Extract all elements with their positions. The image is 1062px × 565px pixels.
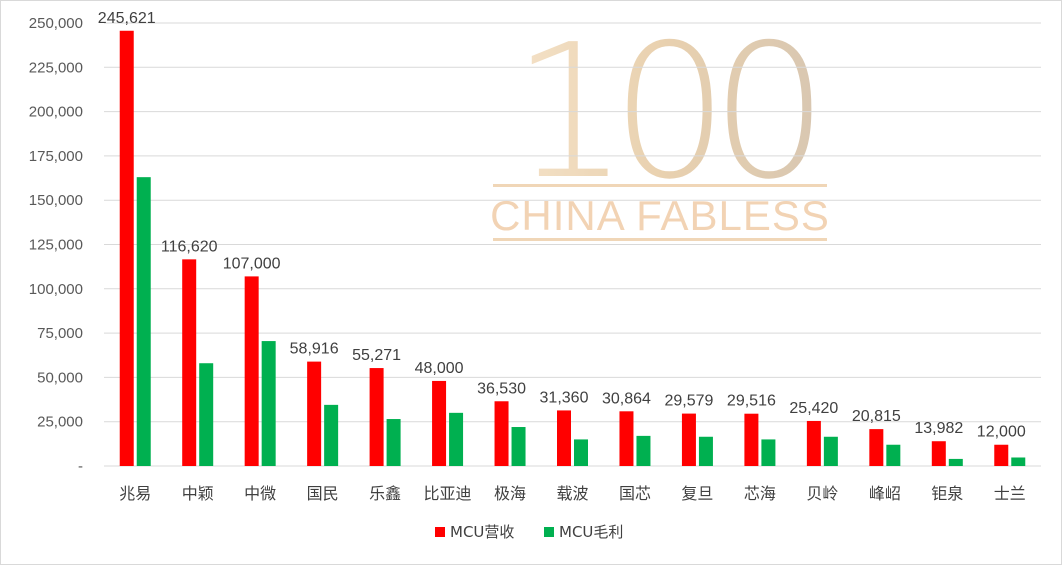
bar-revenue [931,441,946,466]
bar-gross-profit [948,458,963,466]
y-tick-label: 200,000 [29,104,83,121]
legend-label-gross-profit: MCU毛利 [559,523,623,541]
bar-gross-profit [136,177,151,466]
data-label-revenue: 48,000 [415,360,464,377]
bar-revenue [744,413,759,466]
watermark-rule-bottom [493,238,827,241]
bar-revenue [182,259,197,466]
bar-gross-profit [386,419,401,466]
data-label-revenue: 245,621 [98,10,156,27]
data-label-revenue: 58,916 [290,341,339,358]
bar-revenue [557,410,571,466]
data-label-revenue: 29,579 [664,393,713,410]
data-label-revenue: 107,000 [223,255,281,272]
bar-gross-profit [324,404,339,466]
watermark-rule-top [493,184,827,187]
y-tick-label: 50,000 [37,369,83,386]
data-label-revenue: 31,360 [540,389,589,406]
y-tick-label: 250,000 [29,15,83,32]
bar-gross-profit [761,439,776,466]
data-label-revenue: 116,620 [161,238,218,255]
x-category-label: 贝岭 [806,484,838,503]
bar-revenue [994,444,1009,466]
bar-gross-profit [1011,457,1026,466]
data-label-revenue: 12,000 [977,424,1026,441]
bar-revenue [369,368,384,466]
legend-label-revenue: MCU营收 [450,523,514,541]
x-category-label: 兆易 [119,484,151,503]
y-axis-tick-labels: - 25,000 50,000 75,000 100,000 125,000 150,000… [29,15,83,475]
legend-swatch-gross-profit [544,527,554,537]
x-category-label: 比亚迪 [424,484,472,503]
x-category-label: 国民 [307,484,339,503]
y-tick-label: 225,000 [29,59,83,76]
x-category-label: 中颖 [182,484,214,503]
data-label-revenue: 30,864 [602,390,651,407]
bar-revenue [681,413,696,466]
bar-gross-profit [199,363,214,466]
y-tick-label: 175,000 [29,148,83,165]
data-label-revenue: 25,420 [789,400,838,417]
bar-gross-profit [261,341,276,466]
legend: MCU营收 MCU毛利 [435,523,623,541]
x-category-label: 乐鑫 [369,484,401,503]
x-category-label: 钜泉 [931,484,963,503]
bar-gross-profit [698,436,713,466]
x-category-label: 复旦 [681,484,713,503]
y-tick-label: 125,000 [29,237,83,254]
china-fabless-watermark-logo: 100 CHINA FABLESS [490,4,830,241]
x-category-label: 芯海 [744,484,776,503]
data-label-revenue: 55,271 [352,347,401,364]
bar-gross-profit [636,435,651,466]
y-tick-label: 75,000 [37,325,83,342]
bar-revenue [307,361,322,466]
bar-revenue [806,420,821,466]
bar-gross-profit [449,412,464,466]
bar-gross-profit [574,439,588,466]
x-axis-category-labels: 兆易 中颖 中微 国民 乐鑫 比亚迪 极海 载波 国芯 复旦 芯海 贝岭 峰岹 钜泉 士兰 [119,484,1026,503]
legend-swatch-revenue [435,527,445,537]
x-category-label: 士兰 [994,484,1026,503]
data-labels: 245,621 116,620 107,000 58,916 55,271 48,000 3… [98,10,1026,441]
bar-gross-profit [886,444,901,466]
bar-revenue [494,401,509,466]
x-category-label: 峰岹 [869,484,901,503]
bar-revenue [619,411,634,466]
bar-revenue [432,380,447,466]
data-label-revenue: 20,815 [852,408,901,425]
x-category-label: 载波 [556,484,588,503]
bar-revenue [119,30,134,467]
y-tick-label: 25,000 [37,414,83,431]
x-category-label: 极海 [494,484,526,503]
y-tick-label: - [78,458,83,475]
bar-gross-profit [511,427,526,466]
gridlines [104,22,1041,467]
x-category-label: 中微 [244,484,276,503]
bars [119,30,1026,467]
bar-revenue [244,276,259,466]
y-tick-label: 100,000 [29,281,83,298]
watermark-text: CHINA FABLESS [490,192,830,239]
data-label-revenue: 13,982 [914,420,963,437]
x-category-label: 国芯 [619,484,651,503]
bar-revenue [869,429,884,466]
data-label-revenue: 36,530 [477,380,526,397]
data-label-revenue: 29,516 [727,393,776,410]
bar-gross-profit [823,436,838,466]
y-tick-label: 150,000 [29,192,83,209]
